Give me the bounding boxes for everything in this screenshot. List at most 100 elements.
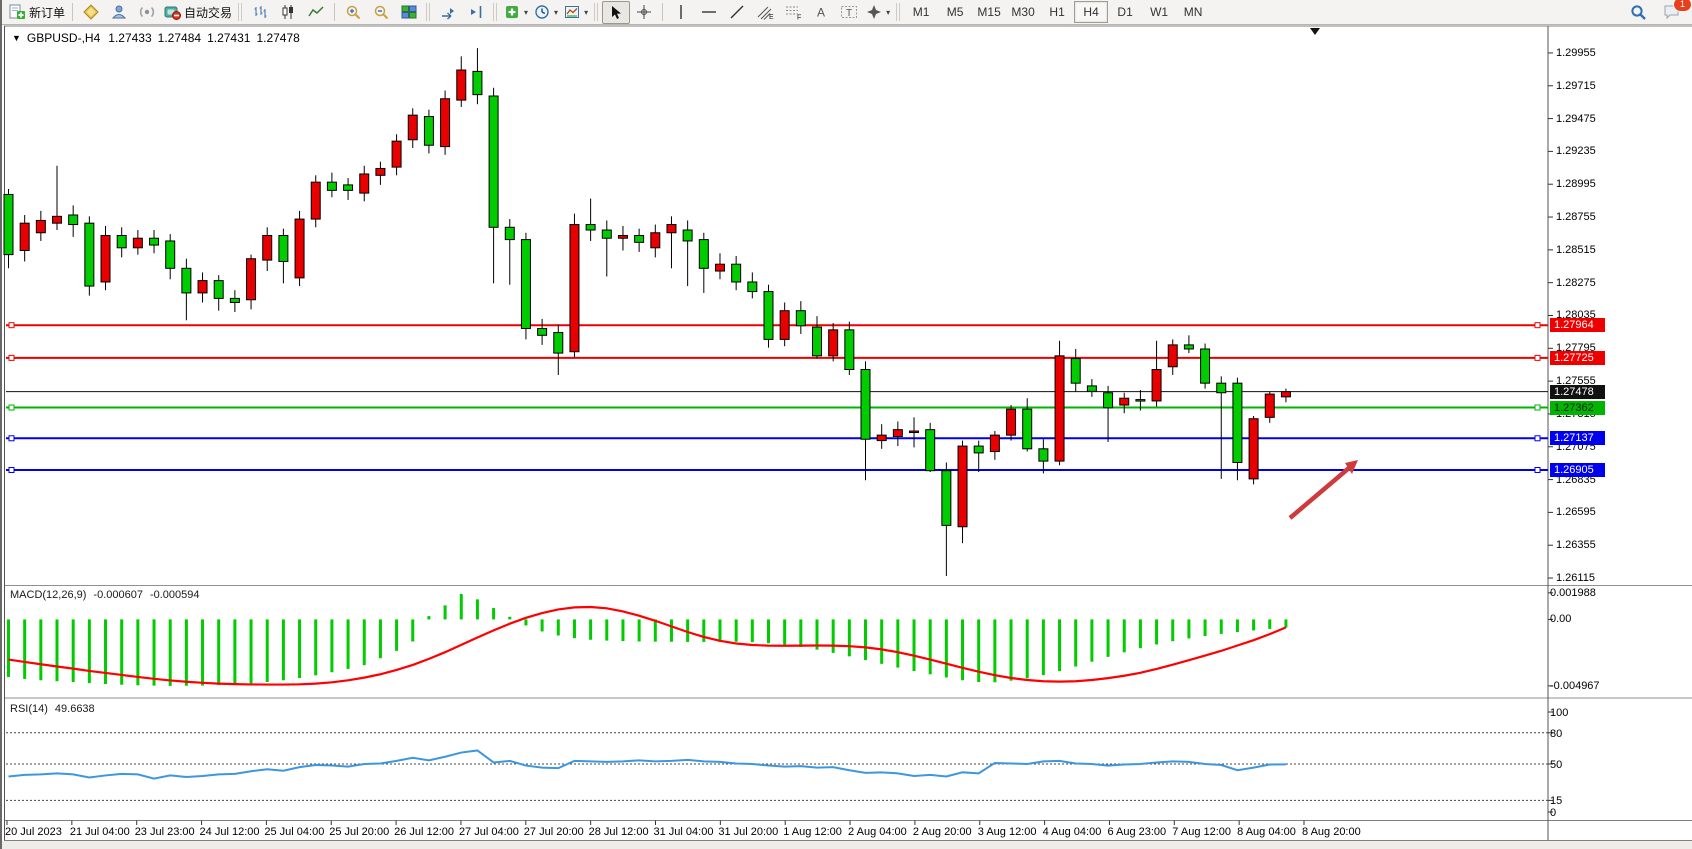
svg-text:T: T bbox=[846, 8, 852, 19]
collapse-triangle-icon[interactable]: ▼ bbox=[12, 33, 21, 43]
zoom-in-button[interactable] bbox=[339, 1, 367, 24]
line-anchor-handle[interactable] bbox=[8, 322, 15, 329]
market-watch-button[interactable] bbox=[77, 1, 105, 24]
trendline-tool-button[interactable] bbox=[723, 1, 751, 24]
chart-shift-button[interactable] bbox=[462, 1, 490, 24]
time-axis-label[interactable]: 1 Aug 12:00 bbox=[783, 826, 842, 838]
periods-button[interactable]: ▾ bbox=[531, 1, 561, 24]
candle-body bbox=[246, 258, 257, 301]
time-axis-label[interactable]: 8 Aug 04:00 bbox=[1237, 826, 1296, 838]
candle-body bbox=[860, 368, 871, 440]
time-axis-label[interactable]: 28 Jul 12:00 bbox=[588, 826, 649, 838]
notifications-button[interactable]: 1 bbox=[1658, 0, 1692, 24]
rsi-label: RSI(14) bbox=[10, 703, 48, 715]
timeframe-button-m5[interactable]: M5 bbox=[946, 5, 964, 19]
candle-body bbox=[488, 95, 499, 228]
time-axis-label[interactable]: 2 Aug 04:00 bbox=[848, 826, 907, 838]
line-anchor-handle[interactable] bbox=[8, 354, 15, 361]
line-anchor-handle[interactable] bbox=[1534, 322, 1541, 329]
time-axis-label[interactable]: 26 Jul 12:00 bbox=[394, 826, 455, 838]
annotation-arrow[interactable] bbox=[1288, 466, 1351, 520]
chart-shift-marker-icon[interactable] bbox=[1310, 28, 1320, 35]
channel-tool-button[interactable]: E bbox=[751, 1, 779, 24]
svg-text:A: A bbox=[817, 6, 825, 20]
time-axis-label[interactable]: 31 Jul 04:00 bbox=[653, 826, 714, 838]
line-anchor-handle[interactable] bbox=[1534, 404, 1541, 411]
candle-body bbox=[1103, 392, 1114, 409]
timeframe-button-h4[interactable]: H4 bbox=[1074, 1, 1109, 23]
time-axis-label[interactable]: 24 Jul 12:00 bbox=[199, 826, 260, 838]
navigator-button[interactable] bbox=[133, 1, 161, 24]
auto-scroll-button[interactable] bbox=[434, 1, 462, 24]
price-tick-label: 1.28275 bbox=[1556, 276, 1596, 289]
time-axis-label[interactable]: 8 Aug 20:00 bbox=[1302, 826, 1361, 838]
cursor-tool-button[interactable] bbox=[602, 0, 631, 24]
autotrading-button[interactable]: 自动交易 bbox=[161, 1, 235, 24]
chevron-down-icon: ▾ bbox=[524, 7, 529, 17]
candle-body bbox=[601, 229, 612, 239]
candle-body bbox=[1280, 391, 1291, 398]
ohlc-high: 1.27484 bbox=[157, 31, 202, 45]
line-anchor-handle[interactable] bbox=[1534, 435, 1541, 442]
time-axis-label[interactable]: 25 Jul 04:00 bbox=[264, 826, 325, 838]
tile-windows-icon bbox=[401, 5, 417, 19]
line-anchor-handle[interactable] bbox=[8, 467, 15, 474]
line-anchor-handle[interactable] bbox=[8, 435, 15, 442]
candle-body bbox=[925, 429, 936, 472]
candle-body bbox=[116, 234, 127, 249]
timeframe-button-mn[interactable]: MN bbox=[1183, 5, 1203, 19]
line-chart-button[interactable] bbox=[302, 1, 330, 24]
vertical-line-tool-button[interactable] bbox=[667, 1, 695, 24]
timeframe-button-h1[interactable]: H1 bbox=[1049, 5, 1065, 19]
candlestick-chart-button[interactable] bbox=[274, 1, 302, 24]
timeframe-button-d1[interactable]: D1 bbox=[1117, 5, 1133, 19]
line-anchor-handle[interactable] bbox=[1534, 354, 1541, 361]
candle-body bbox=[1216, 382, 1227, 394]
rsi-tick-label: 100 bbox=[1550, 707, 1569, 719]
candle-body bbox=[909, 430, 920, 434]
candle-body bbox=[569, 224, 580, 353]
time-axis-label[interactable]: 7 Aug 12:00 bbox=[1172, 826, 1232, 838]
new-order-button[interactable]: 新订单 bbox=[6, 1, 68, 24]
arrows-tool-button[interactable]: ▾ bbox=[863, 1, 893, 24]
tile-windows-button[interactable] bbox=[395, 1, 423, 24]
time-axis-label[interactable]: 21 Jul 04:00 bbox=[69, 826, 130, 838]
timeframe-button-m30[interactable]: M30 bbox=[1011, 5, 1035, 19]
search-button[interactable] bbox=[1624, 1, 1652, 24]
cursor-icon bbox=[612, 5, 622, 19]
data-window-button[interactable] bbox=[105, 1, 133, 24]
time-axis-label[interactable]: 20 Jul 2023 bbox=[5, 826, 62, 838]
candle-body bbox=[812, 326, 822, 357]
candle-body bbox=[1151, 368, 1162, 402]
price-tick-label: 1.26355 bbox=[1556, 539, 1596, 552]
time-axis-label[interactable]: 23 Jul 23:00 bbox=[134, 826, 195, 838]
timeframe-button-w1[interactable]: W1 bbox=[1150, 5, 1169, 19]
line-anchor-handle[interactable] bbox=[8, 404, 15, 411]
timeframe-button-m1[interactable]: M1 bbox=[912, 5, 930, 19]
timeframe-button-m15[interactable]: M15 bbox=[977, 5, 1001, 19]
crosshair-tool-button[interactable] bbox=[630, 1, 658, 24]
bar-chart-button[interactable] bbox=[246, 1, 274, 24]
window-bottom-edge bbox=[2, 841, 1692, 849]
annotation-arrow-head[interactable] bbox=[1345, 460, 1358, 474]
toolbar-grip bbox=[493, 3, 499, 21]
time-axis-label[interactable]: 2 Aug 20:00 bbox=[912, 826, 972, 838]
time-axis-label[interactable]: 6 Aug 23:00 bbox=[1107, 826, 1167, 838]
zoom-out-button[interactable] bbox=[367, 1, 395, 24]
time-axis-label[interactable]: 27 Jul 04:00 bbox=[458, 826, 519, 838]
time-axis-label[interactable]: 25 Jul 20:00 bbox=[329, 826, 390, 838]
candle-body bbox=[876, 434, 887, 442]
line-anchor-handle[interactable] bbox=[1534, 467, 1541, 474]
text-label-tool-button[interactable]: T bbox=[835, 1, 863, 24]
time-axis-label[interactable]: 27 Jul 20:00 bbox=[523, 826, 584, 838]
text-tool-button[interactable]: A bbox=[807, 1, 835, 24]
templates-button[interactable]: ▾ bbox=[561, 1, 591, 24]
time-axis-label[interactable]: 4 Aug 04:00 bbox=[1042, 826, 1102, 838]
time-axis-label[interactable]: 3 Aug 12:00 bbox=[977, 826, 1037, 838]
candle-body bbox=[391, 140, 402, 168]
horizontal-line-tool-button[interactable] bbox=[695, 1, 723, 24]
indicators-button[interactable]: ▾ bbox=[501, 1, 531, 24]
time-axis-label[interactable]: 31 Jul 20:00 bbox=[718, 826, 779, 838]
fibonacci-tool-button[interactable]: F bbox=[779, 1, 807, 24]
